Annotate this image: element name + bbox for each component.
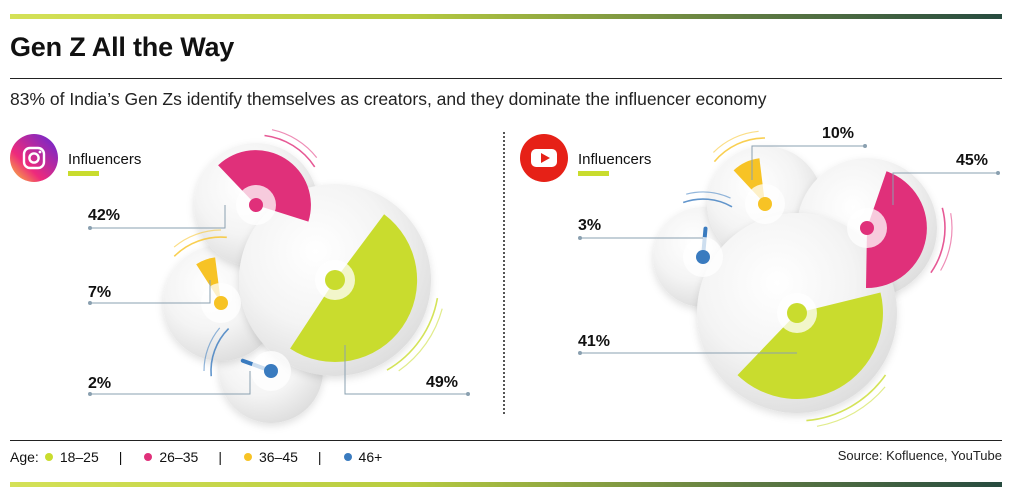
legend-separator: | xyxy=(118,449,123,465)
chart0-hub-36-45 xyxy=(214,296,228,310)
legend-swatch xyxy=(44,453,53,461)
chart1-label-26-35: 45% xyxy=(956,152,988,169)
source-note: Source: Kofluence, YouTube xyxy=(837,448,1002,463)
legend-item-label: 18–25 xyxy=(59,449,99,465)
chart1-ripple-outer-36-45 xyxy=(712,130,759,153)
chart1-slice-26-35 xyxy=(866,171,927,289)
instagram-influencers-label: Influencers xyxy=(68,151,141,168)
legend-separator: | xyxy=(317,449,322,465)
chart0-hub-18-25 xyxy=(325,270,345,290)
youtube-header: Influencers xyxy=(520,134,651,182)
chart0-leader-end-18-25 xyxy=(466,392,470,396)
youtube-influencers-label: Influencers xyxy=(578,151,651,168)
instagram-icon xyxy=(10,134,58,182)
chart0-ripple-36-45 xyxy=(173,236,227,257)
legend-swatch xyxy=(144,453,153,461)
legend-item-18-25: 18–25 xyxy=(39,449,99,465)
chart1-ripple-36-45 xyxy=(713,137,766,163)
charts-canvas: Influencers Influencers 49% 42% 7% 2% 41% 45%… xyxy=(10,125,1000,427)
youtube-label-underline xyxy=(578,171,609,176)
top-accent-bar xyxy=(10,14,1002,19)
chart1-leader-26-35 xyxy=(892,172,998,205)
chart0-hub-46-plus xyxy=(264,364,278,378)
chart1-label-46-plus: 3% xyxy=(578,217,601,234)
title-rule xyxy=(10,78,1002,79)
chart1-ripple-46-plus xyxy=(682,198,733,208)
chart1-hub-26-35 xyxy=(860,221,874,235)
chart1-label-36-45: 10% xyxy=(822,125,854,142)
chart1-hub-36-45 xyxy=(758,197,772,211)
chart1-ripple-outer-18-25 xyxy=(816,386,886,427)
chart0-ripple-outer-36-45 xyxy=(173,229,222,248)
subtitle: 83% of India’s Gen Zs identify themselve… xyxy=(10,89,767,109)
chart0-ripple-outer-46-plus xyxy=(203,327,221,372)
legend-item-label: 36–45 xyxy=(258,449,298,465)
youtube-icon xyxy=(520,134,568,182)
bottom-accent-bar xyxy=(10,482,1002,487)
instagram-header: Influencers xyxy=(10,134,141,182)
chart0-leader-18-25 xyxy=(344,345,468,395)
legend-swatch xyxy=(343,453,352,461)
chart1-slice-18-25 xyxy=(737,292,883,399)
legend-item-46-plus: 46+ xyxy=(338,449,383,465)
chart0-ripple-outer-18-25 xyxy=(398,308,443,372)
chart0-label-36-45: 7% xyxy=(88,284,111,301)
legend-swatch xyxy=(243,453,252,461)
chart0-ripple-26-35 xyxy=(264,134,316,168)
chart0-leader-26-35 xyxy=(90,205,226,229)
chart0-leader-end-36-45 xyxy=(88,301,92,305)
chart1-ripple-outer-26-35 xyxy=(940,213,953,271)
chart0-leader-end-26-35 xyxy=(88,226,92,230)
chart0-ripple-outer-26-35 xyxy=(271,129,318,158)
chart0-leader-end-46-plus xyxy=(88,392,92,396)
chart0-label-46-plus: 2% xyxy=(88,375,111,392)
footer-rule xyxy=(10,440,1002,441)
chart1-label-18-25: 41% xyxy=(578,333,610,350)
chart0-ripple-18-25 xyxy=(386,297,439,371)
legend: Age: 18–25 | 26–35 | 36–45 | 46+ xyxy=(10,449,382,465)
chart1-leader-36-45 xyxy=(751,145,865,180)
chart1-hub-18-25 xyxy=(787,303,807,323)
chart1-ripple-18-25 xyxy=(806,374,887,422)
page-title: Gen Z All the Way xyxy=(10,32,235,62)
chart1-leader-end-26-35 xyxy=(996,171,1000,175)
chart1-leader-end-36-45 xyxy=(863,144,867,148)
legend-item-label: 26–35 xyxy=(159,449,199,465)
chart1-ripple-26-35 xyxy=(930,207,946,274)
chart0-leader-36-45 xyxy=(90,280,211,304)
chart0-label-26-35: 42% xyxy=(88,207,120,224)
chart1-leader-end-18-25 xyxy=(578,351,582,355)
instagram-label-underline xyxy=(68,171,99,176)
chart1-ripple-outer-46-plus xyxy=(686,191,731,199)
chart0-label-18-25: 49% xyxy=(426,374,458,391)
chart1-leader-end-46-plus xyxy=(578,236,582,240)
chart0-slice-18-25 xyxy=(290,214,418,363)
legend-item-label: 46+ xyxy=(358,449,383,465)
chart0-hub-26-35 xyxy=(249,198,263,212)
legend-separator: | xyxy=(218,449,222,465)
legend-label: Age: xyxy=(10,449,39,465)
chart0-ripple-46-plus xyxy=(210,328,230,377)
legend-item-36-45: 36–45 xyxy=(238,449,298,465)
panel-divider xyxy=(503,132,505,414)
legend-item-26-35: 26–35 xyxy=(138,449,198,465)
chart0-leader-46-plus xyxy=(90,371,251,395)
chart0-slice-26-35 xyxy=(218,150,311,222)
chart1-hub-46-plus xyxy=(696,250,710,264)
